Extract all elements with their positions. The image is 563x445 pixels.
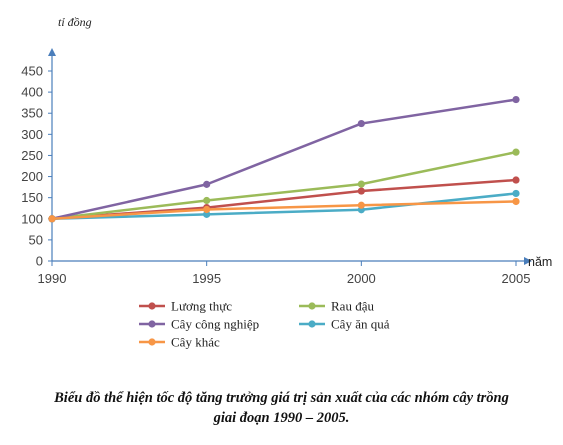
y-tick-label: 200 [21,169,43,184]
series-lines [48,95,520,223]
x-tick-label: 2000 [347,271,376,286]
data-point [512,176,520,184]
y-tick-label: 450 [21,64,43,79]
x-axis-title: năm [528,255,552,269]
data-point [203,205,211,214]
x-tick-label: 1995 [192,271,221,286]
y-tick-label: 50 [29,232,43,247]
legend-swatch-marker [308,320,316,328]
y-tick-label: 100 [21,211,43,226]
y-tick-label: 0 [36,254,43,269]
data-point [203,180,211,188]
data-point [512,189,520,198]
data-point [357,119,365,128]
x-tick-label: 1990 [38,271,67,286]
legend-swatch-marker [148,320,156,328]
x-axis-arrow [524,257,532,265]
legend-item: Rau đậu [299,299,374,314]
legend-swatch-marker [148,302,156,310]
data-point [357,180,365,188]
caption-line-2: giai đoạn 1990 – 2005. [213,410,350,426]
data-point [512,95,520,104]
data-point [48,215,56,223]
legend: Lương thực Rau đậu Cây công nghiệp Cây ăn q… [139,299,390,350]
line-chart: 0 50 100 150 200 250 300 350 400 450 1990 1995 2000 2… [21,15,552,350]
chart-caption: Biểu đồ thể hiện tốc độ tăng trưởng giá … [0,388,563,428]
y-tick-label: 350 [21,106,43,121]
y-tick-label: 150 [21,190,43,205]
legend-item: Cây khác [139,335,220,350]
legend-swatch-marker [148,338,156,346]
data-point [357,201,365,209]
y-axis-title: tỉ đồng [58,15,92,29]
series-line [51,98,517,220]
data-point [357,187,365,195]
legend-label: Lương thực [171,299,232,314]
legend-label: Cây khác [171,335,220,350]
y-tick-label: 250 [21,148,43,163]
y-tick-label: 300 [21,127,43,142]
legend-label: Cây ăn quả [331,317,390,332]
x-tick-label: 2005 [502,271,531,286]
y-axis-arrow [48,48,56,56]
legend-label: Rau đậu [331,299,374,314]
series-line [51,192,517,221]
data-point [203,196,211,205]
legend-item: Cây ăn quả [299,317,390,332]
caption-line-1: Biểu đồ thể hiện tốc độ tăng trưởng giá … [54,390,509,406]
data-point [512,148,520,156]
axes: 0 50 100 150 200 250 300 350 400 450 1990 1995 2000 2… [21,15,552,286]
series-line [51,150,517,221]
legend-label: Cây công nghiệp [171,317,259,332]
legend-swatch-marker [308,302,316,310]
y-tick-label: 400 [21,85,43,100]
data-point [512,197,520,206]
series-line [51,200,517,221]
legend-item: Lương thực [139,299,232,314]
legend-item: Cây công nghiệp [139,317,259,332]
